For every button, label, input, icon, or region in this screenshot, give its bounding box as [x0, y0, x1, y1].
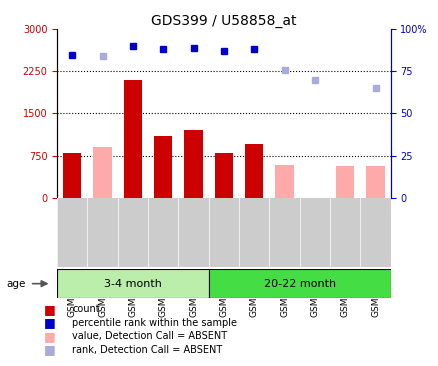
Text: percentile rank within the sample: percentile rank within the sample	[72, 318, 237, 328]
Bar	[214, 153, 233, 198]
Bar	[336, 166, 353, 198]
Text: ■: ■	[44, 316, 56, 329]
Bar	[63, 153, 81, 198]
Bar	[244, 144, 263, 198]
Text: value, Detection Call = ABSENT: value, Detection Call = ABSENT	[72, 331, 227, 341]
Text: age: age	[7, 279, 26, 289]
Bar	[93, 147, 111, 198]
Text: rank, Detection Call = ABSENT: rank, Detection Call = ABSENT	[72, 345, 222, 355]
Text: ■: ■	[44, 343, 56, 356]
Text: ■: ■	[44, 303, 56, 316]
Text: ■: ■	[44, 330, 56, 343]
Bar	[154, 136, 172, 198]
Text: count: count	[72, 304, 100, 314]
Text: 3-4 month: 3-4 month	[104, 279, 162, 289]
Title: GDS399 / U58858_at: GDS399 / U58858_at	[151, 14, 296, 28]
Bar	[275, 165, 293, 198]
Bar	[184, 130, 202, 198]
Bar	[208, 269, 390, 298]
Bar	[57, 269, 208, 298]
Bar	[366, 166, 384, 198]
Text: 20-22 month: 20-22 month	[263, 279, 335, 289]
Bar	[124, 80, 141, 198]
